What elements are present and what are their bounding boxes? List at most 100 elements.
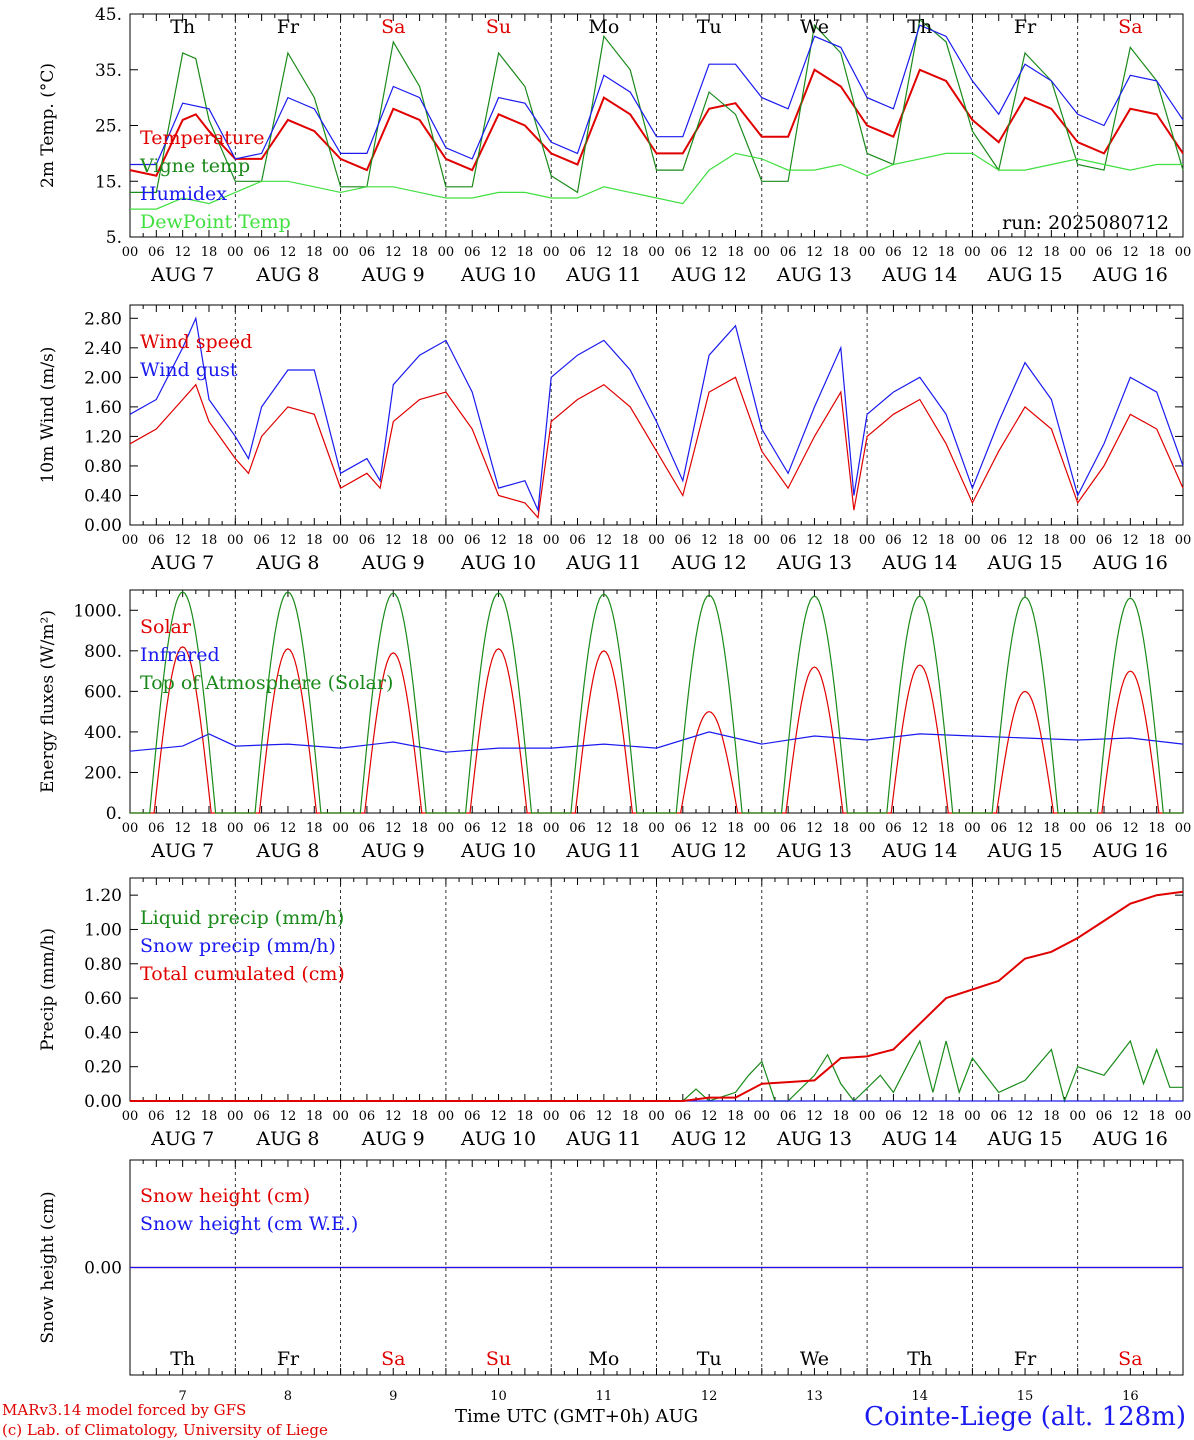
legend-entry: DewPoint Temp — [140, 211, 291, 233]
hour-tick-label: 06 — [569, 821, 586, 836]
hour-tick-label: 18 — [517, 533, 534, 548]
y-tick-label: 2.00 — [84, 368, 122, 388]
y-tick-label: 1.00 — [84, 920, 122, 940]
hour-tick-label: 06 — [1096, 821, 1113, 836]
hour-tick-label: 12 — [596, 1109, 613, 1124]
series-line — [130, 152, 1183, 210]
hour-tick-label: 12 — [806, 533, 823, 548]
hour-tick-label: 00 — [859, 533, 876, 548]
hour-tick-label: 00 — [964, 533, 981, 548]
y-axis-label: Energy fluxes (W/m²) — [38, 610, 58, 793]
hour-tick-label: 06 — [464, 821, 481, 836]
hour-tick-label: 12 — [911, 1109, 928, 1124]
date-label: AUG 10 — [460, 264, 536, 286]
hour-tick-label: 00 — [648, 821, 665, 836]
hour-tick-label: 12 — [385, 245, 402, 260]
hour-tick-label: 06 — [464, 245, 481, 260]
hour-tick-label: 06 — [885, 821, 902, 836]
hour-tick-label: 06 — [990, 1109, 1007, 1124]
weekday-label: Mo — [588, 1348, 619, 1370]
hour-tick-label: 12 — [1122, 821, 1139, 836]
hour-tick-label: 06 — [1096, 1109, 1113, 1124]
date-label: AUG 15 — [986, 1128, 1062, 1150]
hour-tick-label: 18 — [833, 533, 850, 548]
hour-tick-label: 12 — [490, 1109, 507, 1124]
hour-tick-label: 00 — [648, 1109, 665, 1124]
hour-tick-label: 12 — [174, 1109, 191, 1124]
legend-entry: Temperature — [140, 127, 264, 149]
hour-tick-label: 18 — [201, 1109, 218, 1124]
hour-tick-label: 18 — [201, 821, 218, 836]
weekday-label: Su — [486, 16, 511, 38]
y-axis-label: Precip (mm/h) — [38, 928, 58, 1051]
weekday-label: Th — [907, 1348, 932, 1370]
model-credit: MARv3.14 model forced by GFS — [2, 1401, 247, 1419]
hour-tick-label: 00 — [122, 1109, 139, 1124]
legend-entry: Humidex — [140, 183, 227, 205]
hour-tick-label: 06 — [253, 1109, 270, 1124]
station-name: Cointe-Liege (alt. 128m) — [864, 1402, 1186, 1432]
hour-tick-label: 00 — [859, 821, 876, 836]
legend-entry: Snow height (cm W.E.) — [140, 1213, 358, 1235]
date-label: AUG 14 — [881, 264, 957, 286]
hour-tick-label: 12 — [280, 533, 297, 548]
hour-tick-label: 00 — [332, 245, 349, 260]
hour-tick-label: 12 — [911, 533, 928, 548]
y-tick-label: 0.00 — [84, 1092, 122, 1112]
hour-tick-label: 06 — [464, 533, 481, 548]
hour-tick-label: 12 — [280, 821, 297, 836]
legend-entry: Snow precip (mm/h) — [140, 935, 336, 957]
y-tick-label: 25. — [95, 117, 122, 137]
hour-tick-label: 06 — [885, 1109, 902, 1124]
series-line — [130, 591, 1183, 814]
hour-tick-label: 06 — [780, 821, 797, 836]
hour-tick-label: 06 — [359, 1109, 376, 1124]
date-label: AUG 16 — [1092, 1128, 1168, 1150]
y-axis-label: 2m Temp. (°C) — [38, 63, 58, 188]
hour-tick-label: 06 — [1096, 533, 1113, 548]
day-number-label: 7 — [179, 1389, 187, 1404]
weekday-label: Tu — [697, 16, 722, 38]
date-label: AUG 16 — [1092, 552, 1168, 574]
y-tick-label: 0.20 — [84, 1058, 122, 1078]
hour-tick-label: 12 — [385, 1109, 402, 1124]
hour-tick-label: 12 — [596, 533, 613, 548]
hour-tick-label: 00 — [648, 245, 665, 260]
hour-tick-label: 12 — [596, 821, 613, 836]
weekday-label: Fr — [1014, 1348, 1037, 1370]
hour-tick-label: 00 — [1069, 1109, 1086, 1124]
date-label: AUG 15 — [986, 264, 1062, 286]
hour-tick-label: 12 — [490, 533, 507, 548]
date-label: AUG 9 — [361, 840, 425, 862]
hour-tick-label: 06 — [990, 533, 1007, 548]
hour-tick-label: 06 — [675, 245, 692, 260]
hour-tick-label: 06 — [359, 245, 376, 260]
date-label: AUG 15 — [986, 840, 1062, 862]
hour-tick-label: 00 — [543, 1109, 560, 1124]
date-label: AUG 13 — [776, 264, 852, 286]
date-label: AUG 13 — [776, 1128, 852, 1150]
hour-tick-label: 00 — [332, 821, 349, 836]
hour-tick-label: 12 — [490, 821, 507, 836]
hour-tick-label: 00 — [543, 245, 560, 260]
date-label: AUG 14 — [881, 1128, 957, 1150]
hour-tick-label: 12 — [490, 245, 507, 260]
hour-tick-label: 00 — [122, 821, 139, 836]
legend-entry: Infrared — [140, 644, 220, 666]
hour-tick-label: 18 — [727, 245, 744, 260]
footer-credits: MARv3.14 model forced by GFS (c) Lab. of… — [2, 1400, 328, 1440]
hour-tick-label: 06 — [464, 1109, 481, 1124]
series-line — [129, 376, 1184, 519]
y-tick-label: 5. — [106, 228, 122, 248]
hour-tick-label: 00 — [859, 1109, 876, 1124]
day-number-label: 14 — [911, 1389, 928, 1404]
hour-tick-label: 12 — [385, 821, 402, 836]
hour-tick-label: 06 — [253, 245, 270, 260]
y-tick-label: 0.80 — [84, 457, 122, 477]
date-label: AUG 9 — [361, 552, 425, 574]
hour-tick-label: 00 — [227, 1109, 244, 1124]
date-label: AUG 8 — [255, 264, 319, 286]
hour-tick-label: 18 — [1043, 533, 1060, 548]
hour-tick-label: 18 — [622, 533, 639, 548]
hour-tick-label: 00 — [648, 533, 665, 548]
